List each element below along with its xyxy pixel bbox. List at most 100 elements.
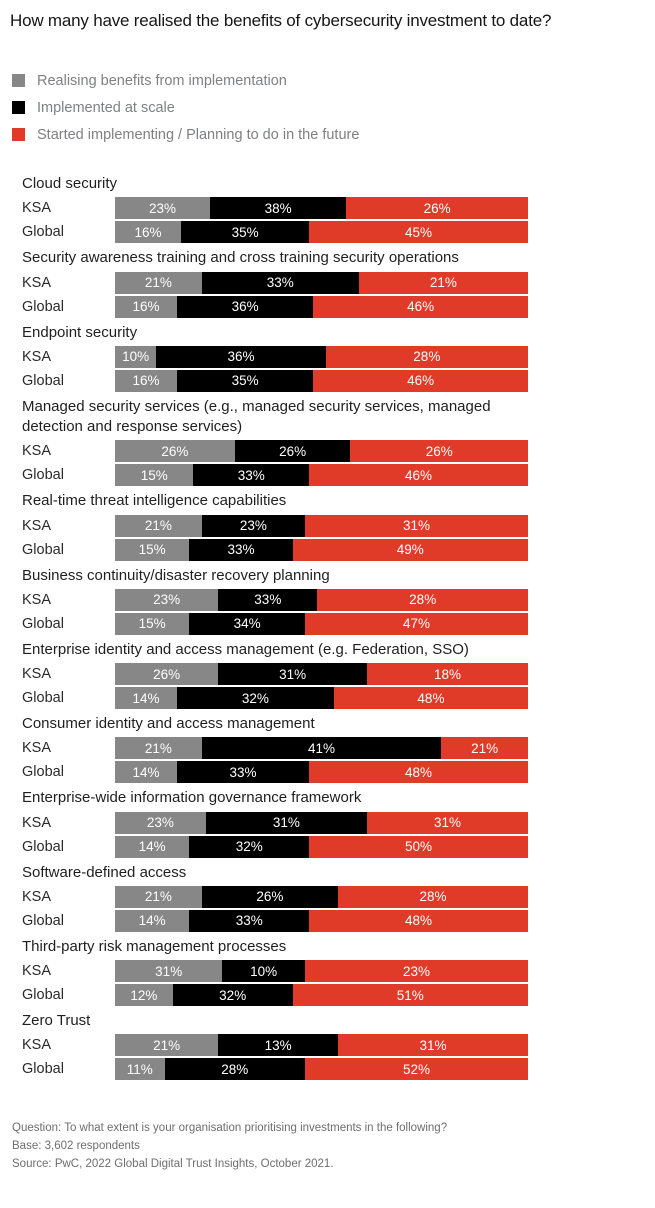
segment-value-label: 21% [471,740,499,756]
segment-value-label: 15% [138,542,166,557]
topic-title: Zero Trust [22,1012,91,1029]
segment-value-label: 21% [153,1037,181,1053]
segment-started: 28% [325,345,528,368]
segment-started: 46% [313,369,529,392]
segment-started: 48% [309,761,528,784]
stacked-bar: 21% 33% 21% [115,271,528,294]
segment-value-label: 46% [405,467,433,483]
bar-row: Global 14% 32% 50% [0,835,655,858]
segment-value-label: 48% [417,690,445,706]
topic-section: Real-time threat intelligence capabiliti… [0,491,655,561]
bar-row: Global 16% 35% 46% [0,369,655,392]
segment-value-label: 33% [237,467,265,483]
bar-row: KSA 23% 33% 28% [0,588,655,611]
row-group-label: KSA [22,740,52,757]
segment-realising: 21% [115,514,202,537]
segment-started: 51% [292,984,528,1006]
segment-started: 23% [304,960,528,982]
footnote-line: Source: PwC, 2022 Global Digital Trust I… [12,1157,334,1170]
segment-value-label: 31% [419,1037,447,1053]
legend-label: Started implementing / Planning to do in… [37,126,360,143]
segment-value-label: 28% [221,1061,249,1077]
bar-row: Global 14% 33% 48% [0,761,655,784]
chart-title: How many have realised the benefits of c… [10,11,552,30]
row-group-label: KSA [22,1037,52,1054]
segment-started: 26% [350,440,528,463]
stacked-bar: 16% 35% 45% [115,221,528,244]
segment-realising: 14% [115,687,177,709]
legend-swatch-implemented [12,101,25,114]
stacked-bar: 15% 33% 46% [115,464,528,487]
segment-value-label: 23% [153,592,181,608]
stacked-bar: 21% 23% 31% [115,514,528,537]
segment-implemented: 33% [176,761,310,784]
footnote-line: Question: To what extent is your organis… [12,1122,448,1135]
segment-value-label: 14% [138,913,166,929]
segment-value-label: 33% [229,764,257,780]
stacked-bar: 15% 33% 49% [115,538,528,561]
bar-row: KSA 21% 23% 31% [0,514,655,537]
topic-title: Consumer identity and access management [22,715,315,732]
segment-value-label: 26% [256,889,284,905]
topic-section: Consumer identity and access management K… [0,714,655,784]
segment-implemented: 28% [164,1058,305,1081]
segment-implemented: 31% [205,811,367,834]
segment-realising: 23% [115,811,206,834]
topic-section: Third-party risk management processes KSA… [0,937,655,1006]
bar-row: KSA 21% 41% 21% [0,737,655,760]
segment-realising: 16% [115,295,177,318]
segment-realising: 10% [115,345,157,368]
stacked-bar: 23% 38% 26% [115,197,528,220]
row-group-label: KSA [22,274,52,291]
row-group-label: Global [22,912,64,929]
segment-value-label: 16% [132,299,160,314]
stacked-bar: 23% 33% 28% [115,588,528,611]
topic-section: Security awareness training and cross tr… [0,248,655,318]
topic-title: Enterprise-wide information governance f… [22,789,362,807]
segment-started: 26% [346,197,528,220]
segment-value-label: 41% [307,740,336,756]
segment-started: 28% [317,588,528,611]
stacked-bar: 14% 32% 50% [115,835,528,858]
row-group-label: KSA [22,963,52,979]
segment-value-label: 32% [219,987,247,1003]
row-group-label: KSA [22,666,52,682]
segment-value-label: 31% [279,666,307,682]
segment-realising: 26% [115,440,235,463]
segment-started: 48% [309,909,528,932]
segment-value-label: 33% [227,542,255,557]
segment-realising: 16% [115,221,182,244]
topic-title: Managed security services (e.g., managed… [22,397,491,435]
row-group-label: Global [22,987,64,1003]
segment-value-label: 31% [155,963,183,979]
segment-started: 31% [304,514,528,537]
segment-value-label: 14% [138,839,166,854]
segment-value-label: 33% [235,913,263,929]
segment-implemented: 35% [181,221,310,244]
segment-implemented: 23% [201,514,305,537]
segment-implemented: 10% [222,960,305,982]
legend-swatch-started [12,128,25,141]
topic-title: Third-party risk management processes [22,937,287,955]
segment-value-label: 52% [402,1061,430,1077]
topic-section: Enterprise-wide information governance f… [0,788,655,858]
segment-value-label: 28% [419,889,447,905]
segment-started: 31% [366,811,528,834]
segment-value-label: 31% [433,815,461,830]
segment-value-label: 51% [396,987,424,1003]
segment-value-label: 34% [233,616,261,632]
segment-value-label: 16% [134,224,162,240]
segment-implemented: 26% [234,440,351,463]
legend-item: Realising benefits from implementation [12,67,655,94]
segment-value-label: 15% [138,616,166,632]
segment-realising: 16% [115,369,177,392]
bar-row: KSA 23% 31% 31% [0,811,655,834]
segment-realising: 26% [115,663,219,685]
row-group-label: KSA [22,888,52,905]
segment-realising: 23% [115,588,219,611]
segment-value-label: 18% [433,666,461,682]
segment-value-label: 31% [402,518,430,533]
segment-value-label: 50% [405,839,433,854]
row-group-label: KSA [22,348,52,365]
